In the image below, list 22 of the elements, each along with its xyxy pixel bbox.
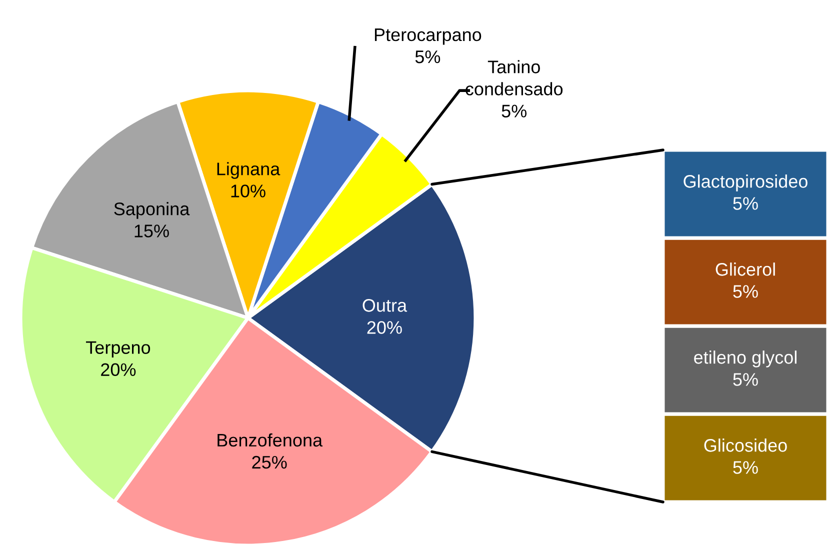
slice-label: Lignana — [217, 162, 280, 179]
series-label: Glicerol — [716, 262, 775, 276]
series-label: Glactopirosideo — [684, 174, 808, 192]
slice-label: Saponina — [114, 202, 190, 219]
slice-label: Benzofenona — [218, 433, 323, 447]
data-label: 20% — [367, 321, 402, 334]
data-label: 25% — [252, 456, 287, 469]
data-label: 5% — [733, 285, 758, 298]
slice-label: Tanino condensado — [466, 60, 563, 96]
series-label: etileno glycol — [694, 350, 796, 368]
series-label: Glicosideo — [704, 438, 787, 452]
data-label: 10% — [231, 184, 266, 198]
data-label: 5% — [415, 50, 440, 64]
slice-label: Outra — [362, 299, 408, 312]
slice-label: Terpeno — [86, 341, 150, 358]
data-label: 5% — [733, 461, 758, 474]
data-label: 5% — [502, 104, 527, 118]
data-label: 5% — [733, 373, 758, 386]
data-label: 20% — [101, 363, 136, 376]
data-label: 15% — [134, 224, 169, 238]
slice-label: Pterocarpano — [374, 28, 482, 45]
data-label: 5% — [733, 197, 758, 210]
